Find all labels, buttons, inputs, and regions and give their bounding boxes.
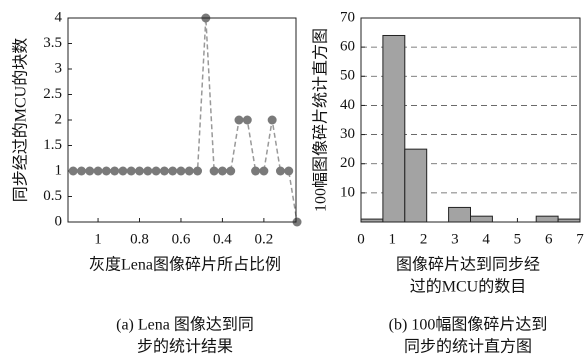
y-tick-label: 2 [55, 111, 63, 127]
y-tick-label: 0.5 [43, 188, 62, 204]
x-tick-label: 6 [545, 231, 553, 247]
point [251, 166, 261, 176]
x-tick-label: 2 [420, 231, 428, 247]
point [242, 115, 252, 125]
point [159, 166, 169, 176]
point [135, 166, 145, 176]
y-tick-label: 4 [55, 9, 63, 25]
point [151, 166, 161, 176]
caption: (a) Lena 图像达到同 [116, 316, 254, 334]
x-tick-label: 5 [514, 231, 522, 247]
point [110, 166, 120, 176]
point [85, 166, 95, 176]
point [259, 166, 269, 176]
bar [404, 148, 428, 223]
point [184, 166, 194, 176]
y-tick-label: 3.5 [43, 35, 62, 51]
series-line [73, 17, 298, 223]
point [168, 166, 178, 176]
point [193, 166, 203, 176]
point [126, 166, 136, 176]
point [234, 115, 244, 125]
y-tick-label: 10 [340, 184, 355, 200]
x-axis-label: 过的MCU的数目 [410, 278, 526, 296]
bar [470, 215, 493, 223]
bar [535, 215, 559, 223]
x-tick-label: 3 [451, 231, 459, 247]
y-tick-label: 30 [340, 126, 355, 142]
point [209, 166, 219, 176]
y-tick-label: 20 [340, 155, 355, 171]
caption: (b) 100幅图像碎片达到 [389, 316, 548, 334]
point [267, 115, 277, 125]
x-tick-label: 0.2 [254, 231, 273, 247]
point [275, 166, 285, 176]
y-tick-label: 2.5 [43, 86, 62, 102]
point [101, 166, 111, 176]
x-tick-label: 0 [357, 231, 365, 247]
x-axis-label: 灰度Lena图像碎片所占比例 [89, 256, 281, 274]
y-tick-label: 50 [340, 68, 355, 84]
plot-frame [67, 17, 297, 223]
caption: 同步的统计直方图 [404, 338, 532, 356]
point [176, 166, 186, 176]
caption: 步的统计结果 [137, 338, 233, 356]
bar [448, 206, 472, 223]
point [217, 166, 227, 176]
x-tick-label: 7 [576, 231, 584, 247]
plot-frame [360, 17, 581, 223]
y-tick-label: 60 [340, 39, 355, 55]
y-tick-label: 40 [340, 97, 355, 113]
x-tick-label: 1 [389, 231, 397, 247]
y-axis-label: 100幅图像碎片统计直方图 [312, 28, 330, 212]
y-tick-label: 1 [55, 162, 63, 178]
x-tick-label: 0.8 [130, 231, 149, 247]
y-axis-label: 同步经过的MCU的块数 [12, 38, 30, 202]
point [93, 166, 103, 176]
point [68, 166, 78, 176]
y-tick-label: 3 [55, 60, 63, 76]
bar [382, 34, 406, 223]
point [118, 166, 128, 176]
x-axis-label: 图像碎片达到同步经 [396, 256, 540, 274]
x-tick-label: 0.4 [213, 231, 232, 247]
y-tick-label: 70 [340, 9, 355, 25]
point [226, 166, 236, 176]
y-tick-label: 1.5 [43, 137, 62, 153]
x-tick-label: 4 [482, 231, 490, 247]
x-tick-label: 0.6 [172, 231, 191, 247]
point [292, 217, 302, 227]
point [143, 166, 153, 176]
point [284, 166, 294, 176]
y-tick-label: 0 [55, 213, 63, 229]
x-tick-label: 1 [94, 231, 102, 247]
point [76, 166, 86, 176]
